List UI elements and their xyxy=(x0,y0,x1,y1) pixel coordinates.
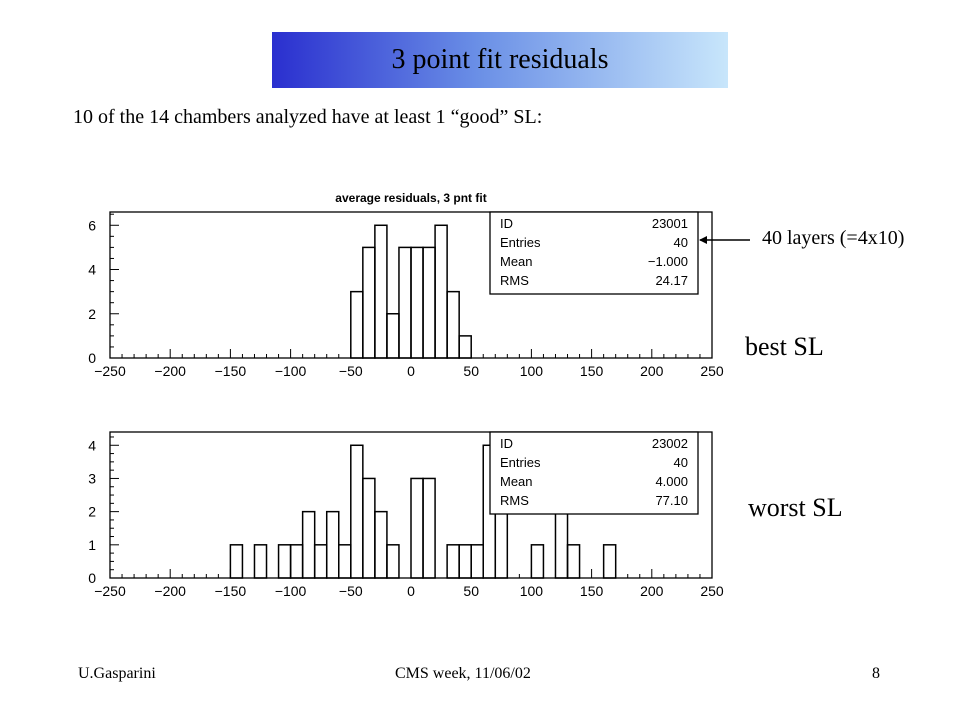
y-tick-label: 4 xyxy=(88,262,96,278)
best-sl-histogram: average residuals, 3 pnt fit −250 −200 −150… xyxy=(88,191,724,379)
footer-author: U.Gasparini xyxy=(78,665,156,682)
x-tick-label: 200 xyxy=(640,583,664,599)
histogram-bin xyxy=(422,477,436,579)
histogram-bin xyxy=(277,544,292,579)
y-tick-label: 4 xyxy=(88,437,96,453)
histogram-bin xyxy=(229,544,244,579)
stats-key: Entries xyxy=(500,235,541,250)
stats-value: 4.000 xyxy=(655,474,688,489)
x-tick-label: 100 xyxy=(520,583,544,599)
x-tick-label: 200 xyxy=(640,363,664,379)
y-tick-label: 1 xyxy=(88,537,96,553)
histogram-bin xyxy=(446,544,460,579)
x-tick-label: 50 xyxy=(463,363,479,379)
x-tick-label: −50 xyxy=(339,583,363,599)
histogram-bin xyxy=(422,246,436,359)
x-tick-label: 250 xyxy=(700,363,724,379)
x-tick-label: 0 xyxy=(407,583,415,599)
histogram-bin xyxy=(374,224,388,359)
y-tick-label: 2 xyxy=(88,306,96,322)
histogram-bin xyxy=(530,544,545,579)
x-tick-label: 150 xyxy=(580,363,604,379)
histogram-bin xyxy=(446,290,460,359)
histogram-bin xyxy=(325,510,340,579)
stats-value: 40 xyxy=(674,455,688,470)
histogram-bin xyxy=(313,544,328,579)
histogram-bin xyxy=(350,444,364,579)
x-tick-label: −150 xyxy=(215,363,247,379)
stats-key: ID xyxy=(500,216,513,231)
x-tick-label: −250 xyxy=(94,583,126,599)
x-tick-label: −200 xyxy=(154,363,186,379)
histogram-bin xyxy=(386,544,400,579)
worst-sl-histogram: −250 −200 −150 −100 −50 0 50 100 150 200 250 0 1 2 3 4 I… xyxy=(88,431,724,599)
stats-key: ID xyxy=(500,436,513,451)
histogram-bin xyxy=(398,246,412,359)
stats-value: 23002 xyxy=(652,436,688,451)
title-banner: 3 point fit residuals xyxy=(272,32,728,88)
histogram-bin xyxy=(386,313,400,359)
stats-value: 23001 xyxy=(652,216,688,231)
x-tick-label: −150 xyxy=(215,583,247,599)
chart-title: average residuals, 3 pnt fit xyxy=(335,191,486,205)
stats-value: 24.17 xyxy=(655,273,688,288)
stats-key: Mean xyxy=(500,474,533,489)
histogram-bin xyxy=(253,544,268,579)
layers-annotation: 40 layers (=4x10) xyxy=(762,227,905,249)
stats-value: 40 xyxy=(674,235,688,250)
histogram-bin xyxy=(458,544,472,579)
footer-event: CMS week, 11/06/02 xyxy=(395,665,531,682)
stats-value: 77.10 xyxy=(655,493,688,508)
x-tick-label: −100 xyxy=(275,583,307,599)
x-tick-label: −100 xyxy=(275,363,307,379)
footer-page-number: 8 xyxy=(872,665,880,682)
stats-box xyxy=(489,211,699,295)
stats-key: RMS xyxy=(500,493,529,508)
stats-key: Entries xyxy=(500,455,541,470)
histogram-bin xyxy=(301,510,316,579)
x-tick-label: 250 xyxy=(700,583,724,599)
histogram-bin xyxy=(410,477,424,579)
histogram-bin xyxy=(338,544,352,579)
x-tick-label: −250 xyxy=(94,363,126,379)
stats-value: −1.000 xyxy=(648,254,688,269)
y-tick-label: 0 xyxy=(88,570,96,586)
slide-subtitle: 10 of the 14 chambers analyzed have at l… xyxy=(73,106,543,128)
x-tick-label: 50 xyxy=(463,583,479,599)
stats-key: Mean xyxy=(500,254,533,269)
y-tick-label: 0 xyxy=(88,350,96,366)
slide-title: 3 point fit residuals xyxy=(391,44,609,75)
histogram-bin xyxy=(362,246,376,359)
stats-key: RMS xyxy=(500,273,529,288)
histogram-bin xyxy=(410,246,424,359)
x-tick-label: −200 xyxy=(154,583,186,599)
histogram-bin xyxy=(289,544,304,579)
histogram-bin xyxy=(350,290,364,359)
histogram-bin xyxy=(458,335,472,359)
histogram-bin xyxy=(566,544,581,579)
x-tick-label: 0 xyxy=(407,363,415,379)
histogram-bin xyxy=(362,477,376,579)
histogram-bin xyxy=(374,510,388,579)
histogram-bin xyxy=(470,544,484,579)
x-tick-label: 100 xyxy=(520,363,544,379)
y-tick-label: 3 xyxy=(88,470,96,486)
histogram-bin xyxy=(602,544,617,579)
worst-sl-label: worst SL xyxy=(748,493,843,522)
histogram-bin xyxy=(434,224,448,359)
y-tick-label: 2 xyxy=(88,504,96,520)
histogram-bin xyxy=(494,510,509,579)
y-tick-label: 6 xyxy=(88,217,96,233)
x-tick-label: −50 xyxy=(339,363,363,379)
stats-box xyxy=(489,431,699,515)
best-sl-label: best SL xyxy=(745,332,824,361)
x-tick-label: 150 xyxy=(580,583,604,599)
